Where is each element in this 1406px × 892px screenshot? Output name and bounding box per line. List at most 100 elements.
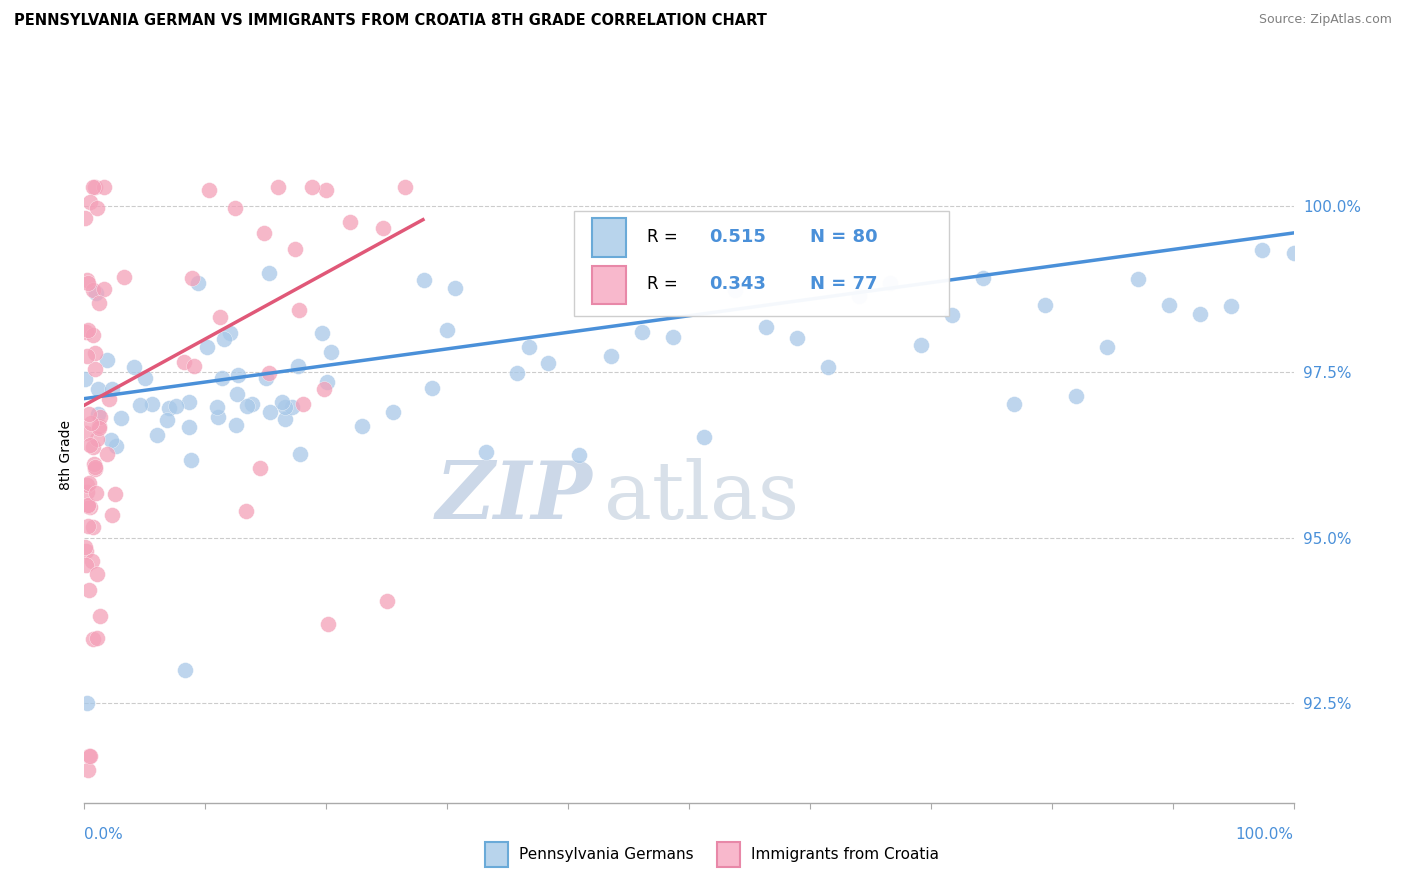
Point	[315, 183, 337, 197]
Point	[301, 179, 323, 194]
Point	[1128, 272, 1150, 286]
Point	[89, 296, 111, 310]
FancyBboxPatch shape	[592, 219, 626, 257]
Point	[84, 285, 107, 300]
Point	[316, 376, 339, 390]
Point	[226, 368, 249, 383]
Point	[195, 340, 218, 354]
Point	[436, 323, 458, 337]
Point	[76, 349, 98, 363]
Point	[207, 409, 229, 424]
Point	[75, 543, 97, 558]
Point	[76, 323, 98, 337]
Point	[82, 632, 104, 646]
Point	[87, 407, 110, 421]
Point	[352, 419, 374, 434]
Point	[77, 763, 100, 777]
Point	[101, 508, 124, 522]
Point	[96, 446, 118, 460]
Point	[76, 276, 98, 290]
Point	[209, 310, 232, 324]
Point	[75, 558, 97, 573]
Point	[692, 430, 714, 444]
Point	[316, 616, 339, 631]
Point	[87, 382, 110, 396]
Point	[1064, 389, 1087, 403]
Point	[506, 366, 529, 380]
Point	[75, 425, 97, 440]
Point	[444, 281, 467, 295]
Point	[84, 460, 107, 475]
Point	[89, 421, 111, 435]
Point	[288, 302, 311, 317]
Point	[76, 485, 98, 500]
Point	[124, 360, 146, 375]
Point	[84, 346, 107, 360]
Point	[755, 319, 778, 334]
Point	[105, 439, 128, 453]
Point	[86, 201, 108, 215]
Point	[274, 412, 297, 426]
Point	[76, 478, 98, 492]
Point	[1033, 298, 1056, 312]
Point	[86, 567, 108, 582]
Point	[311, 326, 333, 341]
Point	[79, 417, 101, 431]
Point	[89, 609, 111, 624]
Point	[141, 397, 163, 411]
Point	[82, 328, 104, 343]
Point	[599, 349, 621, 363]
Point	[183, 359, 205, 373]
Point	[661, 330, 683, 344]
Text: 0.343: 0.343	[710, 276, 766, 293]
Point	[157, 401, 180, 415]
Point	[89, 419, 111, 434]
Point	[79, 475, 101, 490]
Text: Pennsylvania Germans: Pennsylvania Germans	[519, 847, 693, 862]
Point	[568, 448, 591, 462]
Point	[1282, 246, 1305, 260]
Y-axis label: 8th Grade: 8th Grade	[59, 420, 73, 490]
Point	[93, 282, 115, 296]
Point	[100, 433, 122, 447]
Point	[84, 362, 107, 376]
Point	[240, 397, 263, 411]
Point	[817, 359, 839, 374]
Point	[910, 338, 932, 352]
Point	[76, 273, 98, 287]
Point	[79, 438, 101, 452]
Point	[212, 332, 235, 346]
Point	[134, 371, 156, 385]
Point	[110, 410, 132, 425]
Point	[86, 432, 108, 446]
Point	[86, 631, 108, 645]
Point	[84, 485, 107, 500]
Point	[319, 345, 342, 359]
Point	[97, 392, 120, 407]
Point	[129, 398, 152, 412]
Point	[848, 289, 870, 303]
Point	[394, 179, 416, 194]
Point	[76, 518, 98, 533]
Point	[82, 179, 104, 194]
Text: atlas: atlas	[605, 458, 800, 536]
Point	[281, 401, 304, 415]
FancyBboxPatch shape	[592, 266, 626, 304]
Point	[253, 226, 276, 240]
Point	[83, 457, 105, 471]
Point	[83, 462, 105, 476]
Point	[79, 195, 101, 210]
Point	[288, 447, 311, 461]
Point	[413, 272, 436, 286]
Point	[165, 399, 187, 413]
Point	[173, 663, 195, 677]
Text: 0.515: 0.515	[710, 228, 766, 246]
Point	[79, 749, 101, 764]
Point	[198, 183, 221, 197]
Text: ZIP: ZIP	[436, 458, 592, 535]
Point	[271, 395, 294, 409]
Point	[112, 269, 135, 284]
Point	[537, 355, 560, 369]
Point	[173, 354, 195, 368]
Point	[76, 697, 98, 711]
